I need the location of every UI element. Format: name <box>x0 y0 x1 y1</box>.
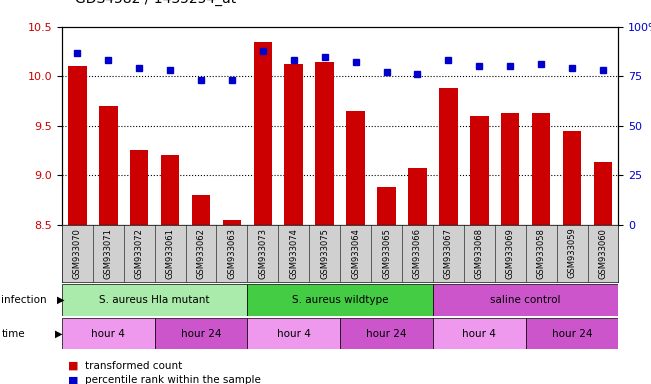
Bar <box>562 131 581 225</box>
Bar <box>408 168 426 225</box>
Text: hour 24: hour 24 <box>552 329 592 339</box>
Bar <box>253 42 272 225</box>
Bar <box>594 162 612 225</box>
Text: percentile rank within the sample: percentile rank within the sample <box>85 375 260 384</box>
Bar <box>99 106 117 225</box>
Bar <box>130 151 148 225</box>
Bar <box>62 284 247 316</box>
Bar <box>340 318 433 349</box>
Bar <box>433 284 618 316</box>
Bar <box>62 318 154 349</box>
Bar <box>470 116 488 225</box>
Text: GSM933073: GSM933073 <box>258 228 268 279</box>
Text: GSM933075: GSM933075 <box>320 228 329 278</box>
Text: GSM933061: GSM933061 <box>165 228 174 278</box>
Text: ■: ■ <box>68 361 79 371</box>
Text: GSM933063: GSM933063 <box>227 228 236 279</box>
Bar <box>525 318 618 349</box>
Text: hour 24: hour 24 <box>367 329 407 339</box>
Text: hour 4: hour 4 <box>277 329 311 339</box>
Bar <box>532 113 550 225</box>
Text: S. aureus Hla mutant: S. aureus Hla mutant <box>100 295 210 305</box>
Bar <box>247 284 433 316</box>
Text: hour 24: hour 24 <box>181 329 221 339</box>
Text: GSM933072: GSM933072 <box>135 228 144 278</box>
Text: ▶: ▶ <box>55 329 63 339</box>
Text: GSM933065: GSM933065 <box>382 228 391 278</box>
Bar <box>161 156 179 225</box>
Bar <box>247 318 340 349</box>
Text: transformed count: transformed count <box>85 361 182 371</box>
Text: GDS4582 / 1435254_at: GDS4582 / 1435254_at <box>75 0 236 6</box>
Text: GSM933068: GSM933068 <box>475 228 484 279</box>
Bar <box>154 318 247 349</box>
Bar <box>315 63 334 225</box>
Bar <box>377 187 396 225</box>
Bar <box>439 88 458 225</box>
Text: saline control: saline control <box>490 295 561 305</box>
Bar <box>433 318 525 349</box>
Text: GSM933060: GSM933060 <box>598 228 607 278</box>
Text: GSM933066: GSM933066 <box>413 228 422 279</box>
Text: GSM933071: GSM933071 <box>104 228 113 278</box>
Text: GSM933069: GSM933069 <box>506 228 515 278</box>
Bar <box>68 66 87 225</box>
Text: GSM933062: GSM933062 <box>197 228 206 278</box>
Bar <box>223 220 241 225</box>
Text: hour 4: hour 4 <box>462 329 496 339</box>
Bar <box>346 111 365 225</box>
Text: GSM933070: GSM933070 <box>73 228 82 278</box>
Text: hour 4: hour 4 <box>91 329 125 339</box>
Text: GSM933064: GSM933064 <box>351 228 360 278</box>
Text: ▶: ▶ <box>57 295 64 305</box>
Bar <box>501 113 519 225</box>
Bar <box>191 195 210 225</box>
Text: GSM933058: GSM933058 <box>536 228 546 278</box>
Text: time: time <box>1 329 25 339</box>
Text: GSM933067: GSM933067 <box>444 228 453 279</box>
Text: GSM933074: GSM933074 <box>289 228 298 278</box>
Bar <box>284 65 303 225</box>
Text: GSM933059: GSM933059 <box>568 228 577 278</box>
Text: S. aureus wildtype: S. aureus wildtype <box>292 295 389 305</box>
Text: infection: infection <box>1 295 47 305</box>
Text: ■: ■ <box>68 375 79 384</box>
